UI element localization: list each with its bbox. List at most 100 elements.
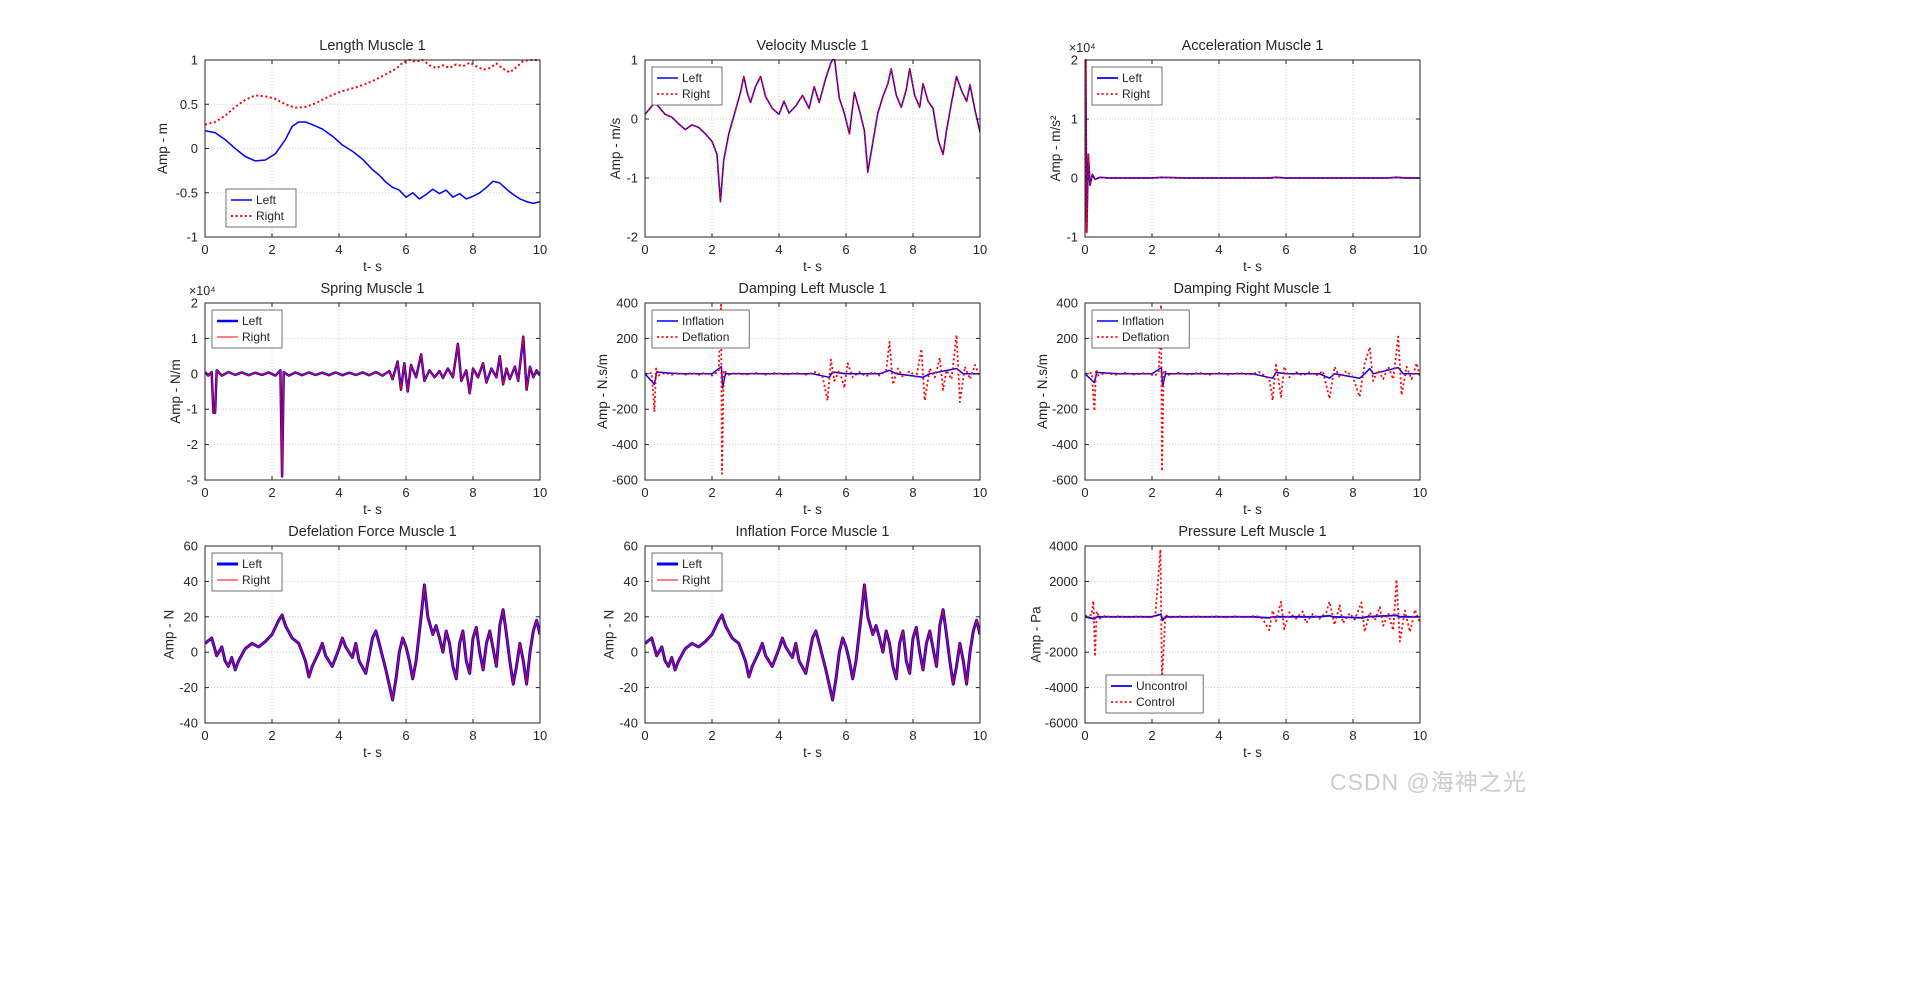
y-tick-label: -3 (186, 473, 198, 488)
y-tick-label: -4000 (1045, 680, 1078, 695)
x-tick-label: 6 (1282, 728, 1289, 743)
x-tick-label: 0 (1081, 242, 1088, 257)
y-axis-label: Amp - Pa (1029, 606, 1044, 663)
legend-label: Uncontrol (1136, 679, 1187, 693)
y-tick-label: -200 (1052, 402, 1078, 417)
x-tick-label: 10 (533, 485, 547, 500)
y-tick-label: 400 (616, 296, 638, 311)
series-group (645, 303, 980, 475)
series-group (205, 583, 540, 702)
subplot-spring-muscle-1: 0 2 4 6 8 10 -3 -2 -1 0 1 2 Spring Muscle 1 t- s Amp -… (168, 281, 547, 517)
axes-box (644, 59, 981, 238)
y-tick-label: -1 (1066, 230, 1078, 245)
x-tick-label: 10 (533, 242, 547, 257)
subplot-damping-left-muscle-1: 0 2 4 6 8 10 -600 -400 -200 0 200 400 Damping Left M… (595, 281, 987, 517)
x-axis-label: t- s (363, 259, 382, 274)
x-tick-label: 2 (268, 242, 275, 257)
legend: Uncontrol Control (1105, 674, 1204, 714)
series-group (1085, 303, 1420, 472)
x-tick-label: 10 (533, 728, 547, 743)
legend-label: Deflation (1122, 330, 1169, 344)
axis-scale-label: ×10⁴ (1069, 41, 1096, 55)
legend-label: Right (242, 330, 271, 344)
x-axis-label: t- s (803, 745, 822, 760)
legend-label: Right (242, 573, 271, 587)
y-axis-label: Amp - m (155, 123, 170, 174)
axes-box (644, 302, 981, 481)
x-tick-label: 6 (402, 242, 409, 257)
y-tick-label: -40 (179, 716, 198, 731)
legend-label: Left (1122, 71, 1143, 85)
x-tick-label: 2 (268, 485, 275, 500)
series-group (1085, 548, 1420, 680)
x-tick-label: 6 (842, 485, 849, 500)
y-tick-label: 200 (616, 331, 638, 346)
y-tick-label: 0.5 (180, 97, 198, 112)
y-tick-label: 40 (624, 574, 638, 589)
legend-label: Control (1136, 695, 1175, 709)
x-axis-label: t- s (803, 502, 822, 517)
x-tick-label: 10 (1413, 485, 1427, 500)
x-axis-label: t- s (1243, 745, 1262, 760)
x-tick-label: 10 (973, 728, 987, 743)
y-tick-label: 2 (1071, 53, 1078, 68)
legend: Inflation Deflation (651, 309, 750, 349)
plot-title: Inflation Force Muscle 1 (736, 524, 890, 540)
x-tick-label: 10 (1413, 242, 1427, 257)
y-tick-label: 2 (191, 296, 198, 311)
y-tick-label: -600 (1052, 473, 1078, 488)
legend-label: Right (682, 87, 711, 101)
y-tick-label: -400 (612, 437, 638, 452)
legend-label: Left (682, 557, 703, 571)
x-tick-label: 8 (1349, 242, 1356, 257)
y-tick-label: -40 (619, 716, 638, 731)
legend: Left Right (651, 552, 723, 592)
legend: Left Right (225, 188, 297, 228)
legend-label: Left (242, 557, 263, 571)
x-tick-label: 10 (973, 242, 987, 257)
x-tick-label: 2 (1148, 728, 1155, 743)
x-tick-label: 4 (775, 485, 782, 500)
x-tick-label: 2 (1148, 242, 1155, 257)
x-axis-label: t- s (1243, 502, 1262, 517)
plot-title: Defelation Force Muscle 1 (288, 524, 456, 540)
y-tick-label: -600 (612, 473, 638, 488)
plot-title: Spring Muscle 1 (321, 281, 425, 297)
x-tick-label: 6 (402, 728, 409, 743)
legend: Left Right (651, 66, 723, 106)
y-tick-label: 1 (1071, 112, 1078, 127)
x-tick-label: 10 (973, 485, 987, 500)
x-tick-label: 8 (469, 728, 476, 743)
x-tick-label: 2 (268, 728, 275, 743)
series-inflation (1085, 366, 1420, 387)
y-tick-label: 0 (631, 645, 638, 660)
x-tick-label: 4 (1215, 485, 1222, 500)
axes-box (1084, 545, 1421, 724)
x-tick-label: 4 (335, 485, 342, 500)
x-tick-label: 2 (708, 242, 715, 257)
x-tick-label: 0 (201, 485, 208, 500)
x-tick-label: 4 (335, 242, 342, 257)
y-tick-label: 1 (191, 331, 198, 346)
legend: Left Right (211, 552, 283, 592)
y-tick-label: 20 (624, 609, 638, 624)
series-group (645, 583, 980, 702)
y-tick-label: -2 (626, 230, 638, 245)
y-tick-label: 0 (191, 366, 198, 381)
y-axis-label: Amp - N/m (168, 359, 183, 424)
series-control (1085, 548, 1420, 680)
x-axis-label: t- s (363, 502, 382, 517)
y-tick-label: 0 (191, 645, 198, 660)
x-tick-label: 0 (201, 242, 208, 257)
subplot-inflation-force-muscle-1: 0 2 4 6 8 10 -40 -20 0 20 40 60 Inflation Force Musc… (602, 524, 988, 760)
axes-box (1084, 59, 1421, 238)
y-tick-label: 0 (1071, 171, 1078, 186)
subplot-damping-right-muscle-1: 0 2 4 6 8 10 -600 -400 -200 0 200 400 Damping Right … (1035, 281, 1427, 517)
x-tick-label: 10 (1413, 728, 1427, 743)
x-tick-label: 6 (402, 485, 409, 500)
x-tick-label: 8 (1349, 485, 1356, 500)
y-axis-label: Amp - N.s/m (595, 354, 610, 429)
